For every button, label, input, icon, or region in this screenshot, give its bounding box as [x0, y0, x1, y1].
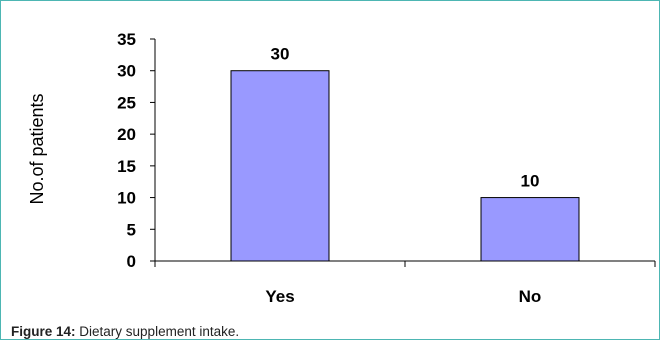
data-label: 30 — [271, 45, 290, 64]
y-tick-label: 10 — [117, 189, 136, 208]
y-tick-label: 25 — [117, 93, 136, 112]
y-tick-label: 35 — [117, 30, 136, 49]
y-tick-label: 15 — [117, 157, 136, 176]
y-tick-label: 20 — [117, 125, 136, 144]
y-axis-title: No.of patients — [27, 93, 47, 204]
y-tick-label: 30 — [117, 62, 136, 81]
bar-chart: No.of patients 0 5 10 15 20 25 30 35 30 Yes 10 No — [27, 30, 656, 306]
x-category-label: Yes — [265, 287, 294, 306]
data-label: 10 — [521, 172, 540, 191]
chart-bars — [230, 70, 580, 262]
chart-labels: 0 5 10 15 20 25 30 35 30 Yes 10 No — [117, 30, 541, 306]
x-category-label: No — [519, 287, 542, 306]
y-tick-label: 0 — [127, 252, 136, 271]
figure-caption-label: Figure 14: — [11, 324, 76, 339]
y-tick-label: 5 — [127, 220, 136, 239]
figure-caption: Figure 14: Dietary supplement intake. — [11, 324, 239, 339]
figure-caption-text: Dietary supplement intake. — [79, 324, 240, 339]
bar-no — [480, 197, 580, 262]
bar-yes — [230, 70, 330, 262]
